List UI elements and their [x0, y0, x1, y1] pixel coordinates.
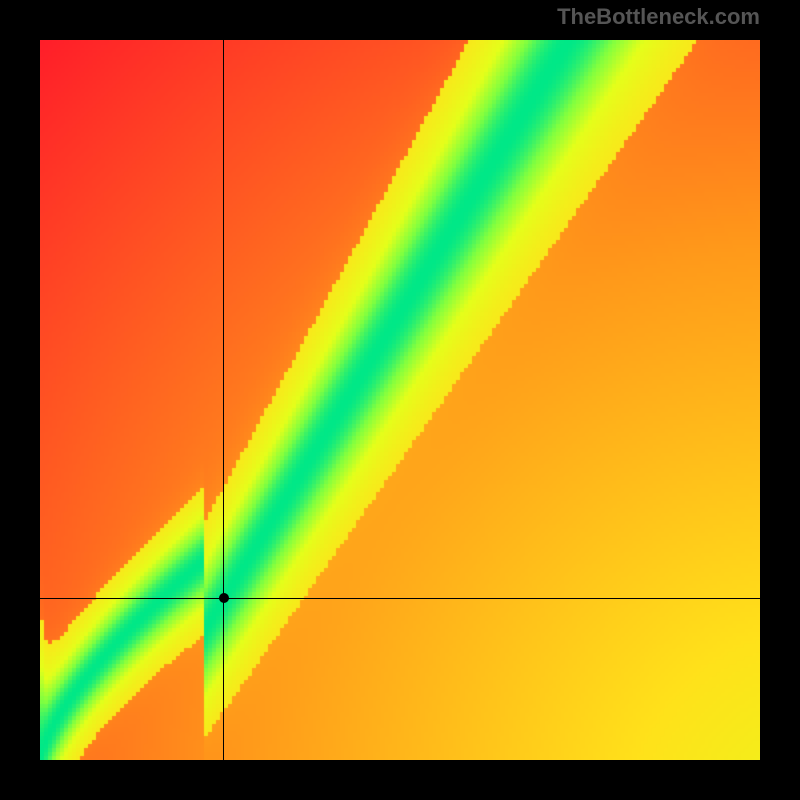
chart-frame: TheBottleneck.com	[0, 0, 800, 800]
crosshair-vertical	[223, 40, 224, 760]
heatmap-canvas	[40, 40, 760, 760]
crosshair-marker	[219, 593, 229, 603]
plot-area	[40, 40, 760, 760]
crosshair-horizontal	[40, 598, 760, 599]
watermark-text: TheBottleneck.com	[557, 4, 760, 30]
